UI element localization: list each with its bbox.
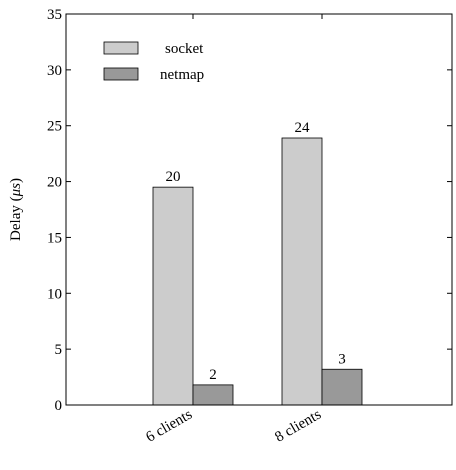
legend: socket netmap [103, 41, 204, 83]
y-axis-ticks: 0 5 10 15 20 25 30 35 [47, 7, 452, 414]
legend-label-netmap: netmap [160, 67, 204, 83]
plot-frame [65, 13, 453, 406]
y-axis-label: Delay (μs) [8, 178, 24, 241]
x-tick-label: 6 clients [143, 407, 195, 446]
y-tick-label: 35 [47, 7, 62, 23]
y-tick-label: 0 [55, 398, 63, 414]
y-tick-label: 25 [47, 119, 62, 135]
y-tick-label: 15 [47, 230, 62, 246]
bar-socket-0 [152, 186, 194, 406]
y-tick-label: 20 [47, 175, 62, 191]
y-tick-label: 10 [47, 286, 62, 302]
data-label-netmap-0: 2 [209, 367, 217, 383]
data-labels: 20 2 24 3 [166, 120, 346, 383]
legend-label-socket: socket [165, 41, 204, 57]
x-tick-label: 8 clients [272, 407, 324, 446]
bar-netmap-0 [192, 384, 234, 406]
bars [152, 137, 363, 406]
bar-netmap-1 [321, 368, 363, 406]
bar-socket-1 [281, 137, 323, 406]
legend-swatch-netmap [103, 67, 139, 81]
y-tick-label: 5 [55, 342, 63, 358]
data-label-netmap-1: 3 [338, 351, 346, 367]
legend-swatch-socket [103, 41, 139, 55]
y-tick-label: 30 [47, 63, 62, 79]
data-label-socket-1: 24 [295, 120, 311, 136]
data-label-socket-0: 20 [166, 169, 181, 185]
